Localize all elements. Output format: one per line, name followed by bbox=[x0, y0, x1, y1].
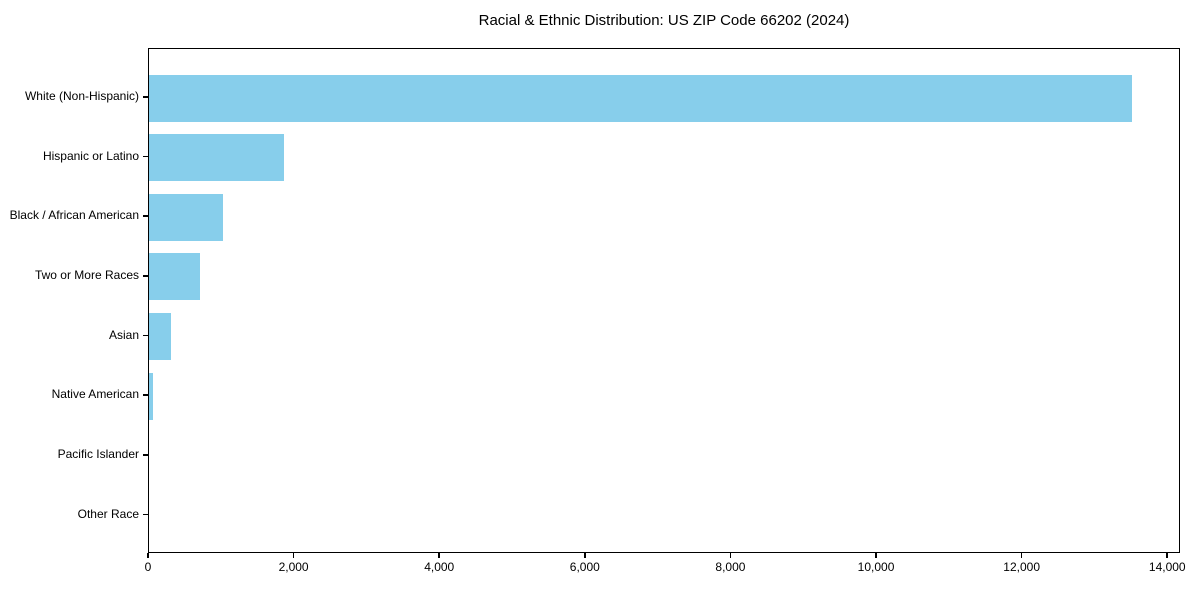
x-tick-mark bbox=[729, 553, 732, 558]
x-tick-label: 0 bbox=[144, 560, 152, 574]
x-tick-label: 10,000 bbox=[857, 560, 895, 574]
x-tick-label: 14,000 bbox=[1148, 560, 1186, 574]
y-tick-label: Asian bbox=[108, 327, 139, 342]
x-tick-mark bbox=[1020, 553, 1023, 558]
y-tick-mark bbox=[143, 274, 148, 277]
bar-two-or-more-races bbox=[149, 253, 200, 301]
bar-hispanic-or-latino bbox=[149, 134, 284, 182]
y-tick-label: Pacific Islander bbox=[57, 446, 139, 461]
y-tick-mark bbox=[143, 394, 148, 396]
y-tick-label: Hispanic or Latino bbox=[42, 148, 139, 163]
x-tick-label: 6,000 bbox=[569, 560, 600, 574]
x-tick-mark bbox=[1166, 553, 1169, 558]
bar-black-african-american bbox=[149, 193, 224, 241]
x-tick-label: 8,000 bbox=[715, 560, 746, 574]
x-tick-mark bbox=[875, 553, 877, 558]
x-tick-label: 4,000 bbox=[424, 560, 455, 574]
y-tick-mark bbox=[143, 513, 148, 516]
y-tick-label: Black / African American bbox=[9, 208, 139, 223]
chart-title: Racial & Ethnic Distribution: US ZIP Cod… bbox=[478, 12, 850, 29]
y-tick-label: White (Non-Hispanic) bbox=[24, 89, 139, 103]
bar-native-american bbox=[149, 372, 153, 420]
bar-white-non-hispanic bbox=[149, 74, 1132, 122]
bar-asian bbox=[149, 313, 171, 361]
y-tick-mark bbox=[143, 96, 148, 98]
x-tick-mark bbox=[584, 553, 586, 558]
y-tick-label: Two or More Races bbox=[34, 267, 139, 282]
plot-area bbox=[148, 48, 1180, 553]
x-tick-mark bbox=[292, 553, 295, 558]
y-tick-mark bbox=[143, 215, 148, 217]
x-tick-mark bbox=[438, 553, 440, 558]
x-tick-label: 2,000 bbox=[278, 560, 309, 574]
x-tick-mark bbox=[147, 553, 149, 558]
y-tick-mark bbox=[143, 334, 148, 337]
y-tick-label: Native American bbox=[51, 387, 139, 402]
y-tick-mark bbox=[143, 453, 148, 456]
y-tick-label: Other Race bbox=[77, 506, 139, 521]
x-tick-label: 12,000 bbox=[1003, 560, 1040, 574]
y-tick-mark bbox=[143, 155, 148, 158]
